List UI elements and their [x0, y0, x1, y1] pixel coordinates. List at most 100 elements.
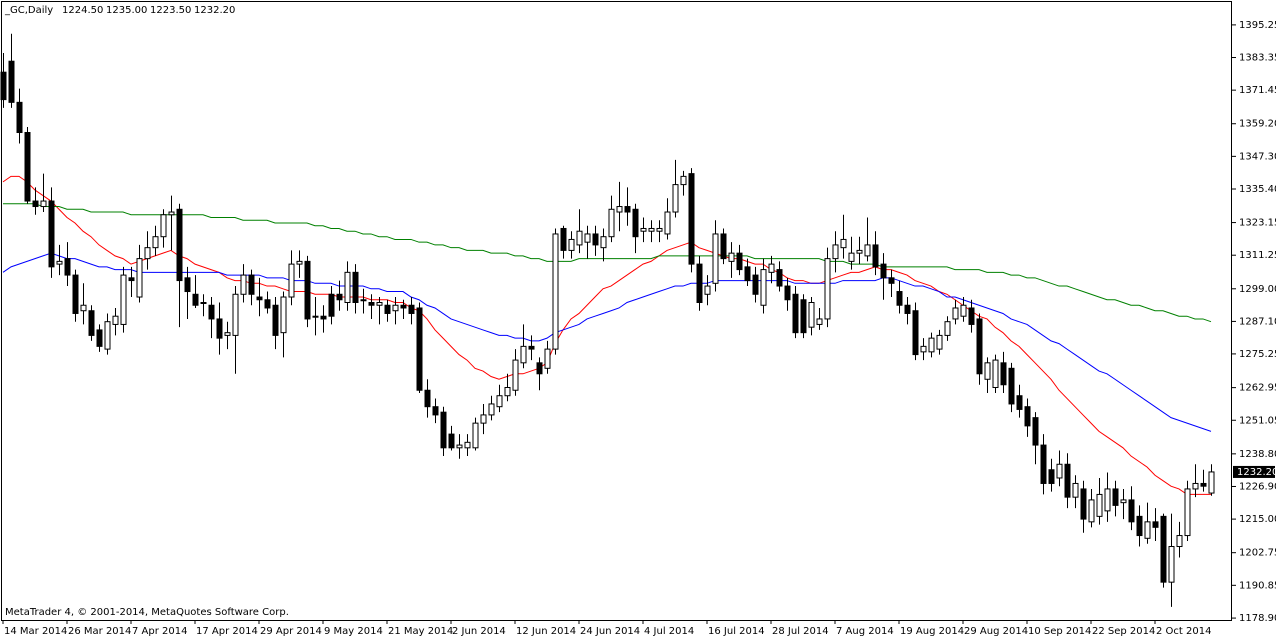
candle-body: [848, 252, 855, 262]
candle-body: [896, 291, 903, 306]
candle-body: [264, 299, 271, 309]
candle-body: [688, 173, 695, 265]
candle-body: [312, 315, 319, 318]
candle-body: [792, 293, 799, 334]
candle-body: [944, 321, 951, 336]
candle-body: [1112, 488, 1119, 506]
candle-body: [640, 227, 647, 232]
candle-body: [256, 296, 263, 301]
candle-body: [232, 293, 239, 336]
candle-body: [808, 302, 815, 328]
y-tick-label: 1275.25: [1239, 349, 1276, 360]
candle-body: [920, 345, 927, 353]
candle-body: [872, 244, 879, 268]
candle-body: [408, 304, 415, 314]
candle-body: [1144, 521, 1151, 539]
candle-body: [320, 315, 327, 320]
plot-frame: [1, 1, 1232, 621]
candle-body: [8, 60, 15, 103]
x-tick-label: 16 Jul 2014: [708, 626, 765, 637]
candle-body: [624, 206, 631, 213]
candle-body: [328, 293, 335, 317]
candle-body: [632, 208, 639, 238]
candle-body: [880, 263, 887, 279]
candle-body: [512, 359, 519, 391]
candle-body: [424, 389, 431, 408]
candle-body: [1056, 463, 1063, 479]
ohlc-value: 1224.50: [62, 5, 103, 16]
y-tick-label: 1299.00: [1239, 284, 1276, 295]
candle-body: [720, 233, 727, 260]
candle-body: [400, 304, 407, 309]
candle-body: [1120, 499, 1127, 504]
ohlc-value: 1223.50: [150, 5, 191, 16]
candle-body: [192, 293, 199, 306]
candle-body: [616, 206, 623, 213]
candle-body: [136, 258, 143, 298]
x-tick-label: 28 Jul 2014: [772, 626, 829, 637]
candle-body: [72, 274, 79, 314]
y-tick-label: 1215.00: [1239, 514, 1276, 525]
candle-body: [360, 299, 367, 302]
y-tick-label: 1202.75: [1239, 548, 1276, 559]
candle-body: [32, 200, 39, 208]
candle-body: [728, 252, 735, 262]
candle-body: [832, 244, 839, 260]
candle-body: [608, 208, 615, 238]
candle-body: [1000, 362, 1007, 386]
candle-body: [96, 329, 103, 347]
candle-body: [952, 307, 959, 320]
candle-body: [16, 101, 23, 134]
x-tick-label: 12 Jun 2014: [516, 626, 576, 637]
candle-body: [104, 321, 111, 350]
y-tick-label: 1383.35: [1239, 53, 1276, 64]
candle-body: [416, 307, 423, 391]
candle-body: [552, 233, 559, 350]
candle-body: [504, 386, 511, 397]
ohlc-value: 1235.00: [106, 5, 147, 16]
x-tick-label: 10 Sep 2014: [1028, 626, 1091, 637]
y-tick-label: 1371.45: [1239, 85, 1276, 96]
moving-average-line: [2, 252, 1212, 432]
candle-body: [24, 132, 31, 202]
candle-body: [568, 238, 575, 251]
candle-body: [392, 304, 399, 312]
x-tick-label: 14 Mar 2014: [4, 626, 67, 637]
chart-title: _GC,Daily: [4, 5, 53, 16]
candle-body: [296, 260, 303, 265]
x-tick-label: 29 Apr 2014: [260, 626, 322, 637]
candle-body: [208, 304, 215, 320]
candle-body: [584, 233, 591, 243]
candle-body: [768, 263, 775, 273]
candle-body: [80, 304, 87, 312]
last-price-box: [1233, 465, 1275, 478]
candle-body: [864, 244, 871, 257]
candle-body: [1032, 417, 1039, 446]
candle-body: [40, 200, 47, 208]
candle-body: [536, 362, 543, 375]
candle-body: [800, 299, 807, 334]
y-tick-label: 1311.25: [1239, 250, 1276, 261]
candle-body: [1072, 482, 1079, 498]
x-tick-label: 24 Jun 2014: [580, 626, 640, 637]
candle-body: [344, 271, 351, 304]
candle-body: [128, 277, 135, 282]
y-tick-label: 1395.25: [1239, 20, 1276, 31]
candle-body: [88, 310, 95, 336]
candle-body: [680, 175, 687, 186]
candle-body: [1064, 463, 1071, 498]
candle-body: [760, 269, 767, 306]
ohlc-value: 1232.20: [194, 5, 235, 16]
y-tick-label: 1226.90: [1239, 481, 1276, 492]
candle-body: [376, 302, 383, 306]
candle-body: [528, 345, 535, 350]
candle-body: [440, 411, 447, 449]
candle-body: [776, 269, 783, 287]
candle-body: [992, 359, 999, 388]
moving-average-line: [3, 203, 1212, 323]
candle-body: [56, 260, 63, 265]
candle-body: [464, 441, 471, 449]
candle-body: [1184, 488, 1191, 537]
